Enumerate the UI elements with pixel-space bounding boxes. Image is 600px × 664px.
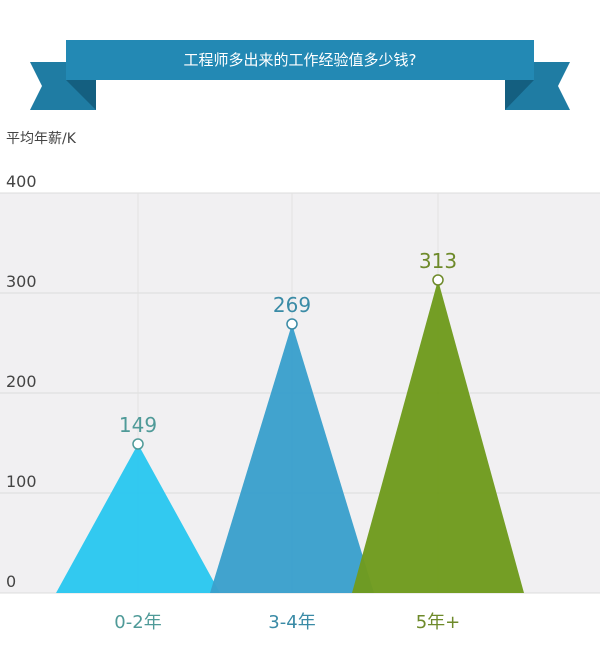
banner-main: [66, 40, 534, 80]
x-tick-label: 5年+: [416, 612, 461, 633]
y-tick-label: 400: [6, 172, 37, 191]
data-point: [132, 438, 144, 450]
x-tick-label: 3-4年: [268, 612, 315, 633]
data-label: 149: [119, 413, 157, 437]
data-label: 313: [419, 249, 457, 273]
banner-fold-right: [505, 80, 534, 110]
data-point: [432, 274, 444, 286]
x-tick-label: 0-2年: [114, 612, 161, 633]
y-tick-label: 300: [6, 272, 37, 291]
data-label: 269: [273, 293, 311, 317]
chart-title: 工程师多出来的工作经验值多少钱?: [183, 51, 417, 69]
y-tick-label: 200: [6, 372, 37, 391]
y-tick-label: 100: [6, 472, 37, 491]
title-banner: [30, 40, 570, 110]
triangle-mark: [56, 444, 220, 593]
data-point: [286, 318, 298, 330]
triangle-mark: [352, 280, 524, 593]
banner-fold-left: [66, 80, 96, 110]
y-tick-label: 0: [6, 572, 16, 591]
y-axis-label: 平均年薪/K: [6, 131, 76, 147]
triangle-mark: [210, 324, 374, 593]
